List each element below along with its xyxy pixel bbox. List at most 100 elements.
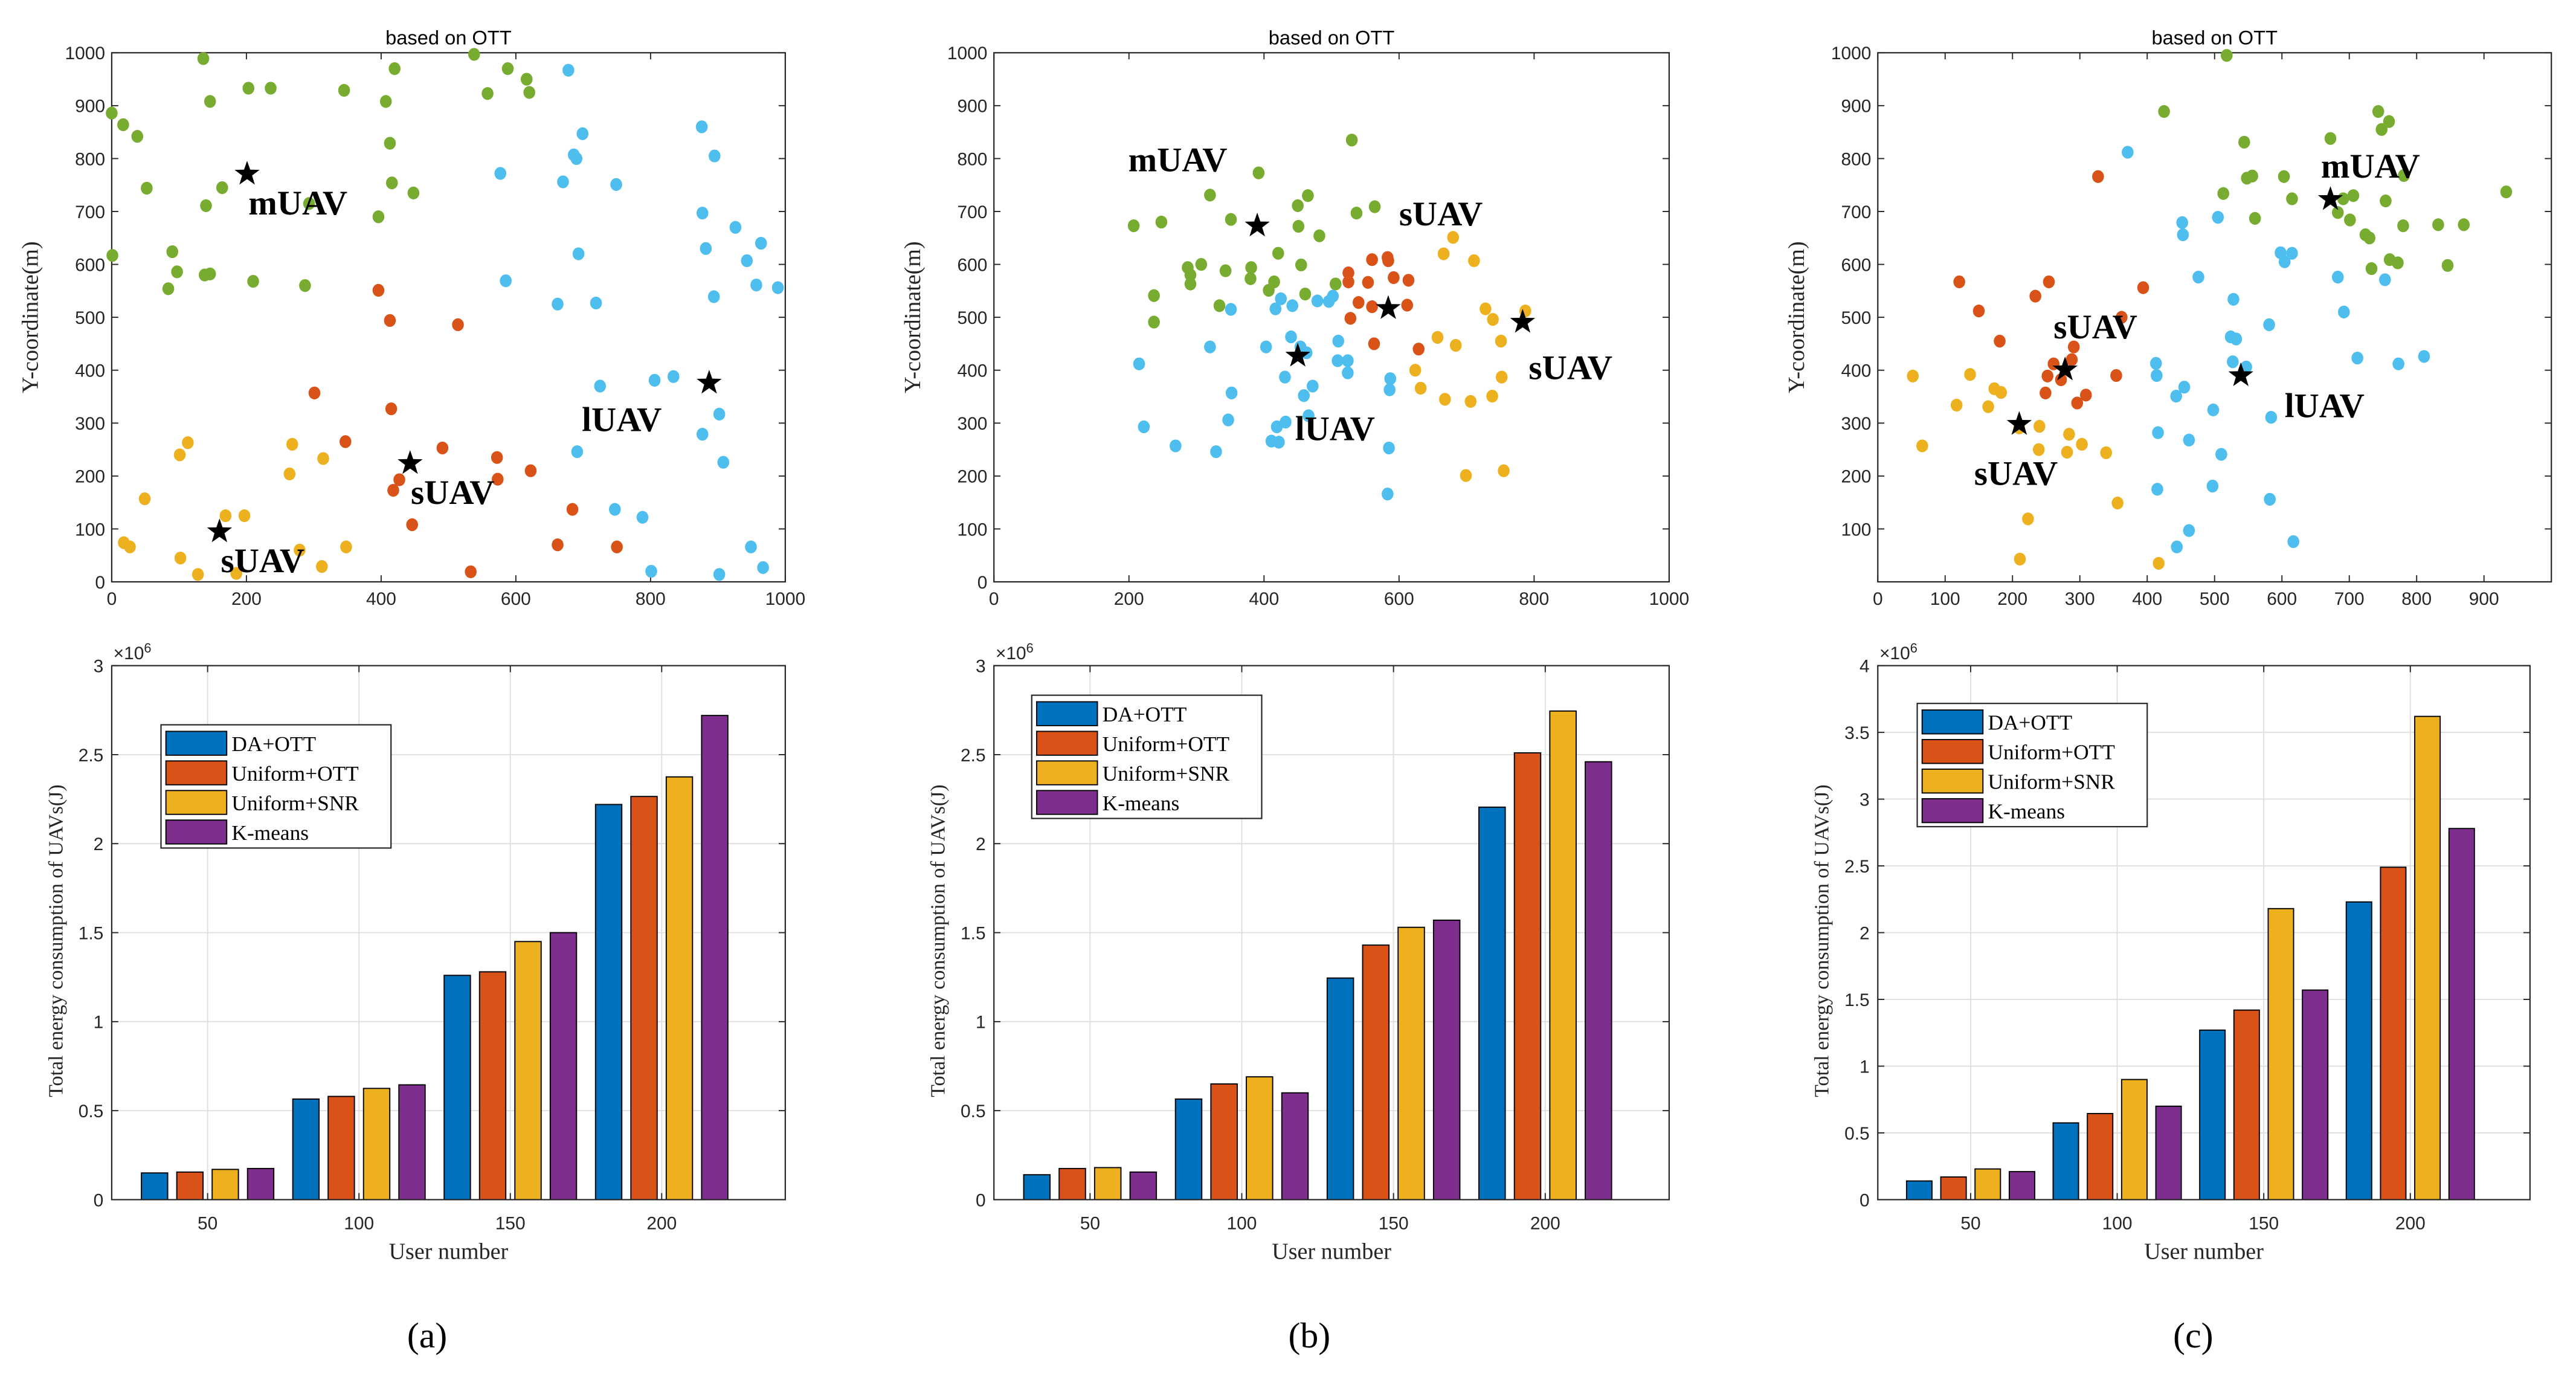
- y-tick-label: 2.5: [1844, 857, 1870, 877]
- uav-label: sUAV: [221, 542, 305, 580]
- scatter-plot-c: based on OTT Y-coordinate(m) 0 100 200 300 400…: [1784, 27, 2552, 609]
- user-point: [1439, 393, 1451, 406]
- user-point: [2040, 386, 2052, 399]
- user-point: [387, 483, 399, 497]
- y-tick-label: 600: [957, 255, 987, 275]
- user-point: [1447, 231, 1460, 244]
- user-point: [1350, 207, 1363, 220]
- user-point: [299, 279, 311, 292]
- x-tick-label: 100: [2102, 1213, 2133, 1233]
- user-point: [1285, 330, 1297, 344]
- user-point: [2151, 369, 2163, 382]
- y-tick-label: 1.5: [1844, 990, 1870, 1010]
- user-point: [481, 87, 494, 100]
- bar-k-means: [1129, 1171, 1158, 1201]
- y-tick-label: 0: [977, 573, 988, 593]
- caption-a: (a): [407, 1315, 447, 1355]
- y-tick-label: 1.5: [79, 923, 104, 943]
- uav-label: lUAV: [582, 401, 662, 439]
- y-tick-label: 0.5: [79, 1101, 104, 1121]
- y-tick-label: 2: [1860, 923, 1870, 943]
- plot-area: [111, 52, 786, 583]
- y-tick-label: 3: [1860, 790, 1870, 810]
- x-tick-label: 200: [1530, 1213, 1560, 1233]
- legend-swatch: [165, 819, 228, 845]
- legend-label: Uniform+OTT: [231, 761, 358, 785]
- x-tick-label: 1000: [765, 589, 806, 609]
- user-point: [745, 540, 757, 553]
- uav-label: sUAV: [1528, 349, 1612, 387]
- uav-star-marker: [2052, 356, 2078, 381]
- user-point: [2170, 390, 2182, 403]
- user-point: [2287, 535, 2299, 549]
- user-point: [1388, 271, 1400, 285]
- bar-uniform-ott: [176, 1171, 204, 1201]
- y-tick-label: 700: [75, 202, 105, 222]
- y-axis-label: Total energy consumption of UAVs(J): [927, 784, 950, 1097]
- bar-da-ott: [1174, 1098, 1203, 1201]
- user-point: [452, 318, 464, 332]
- user-point: [729, 221, 742, 234]
- user-point: [2061, 445, 2073, 459]
- legend-swatch: [1921, 739, 1984, 764]
- user-point: [1210, 445, 1222, 459]
- user-point: [1468, 254, 1480, 268]
- user-point: [2137, 281, 2149, 294]
- bar-da-ott: [594, 804, 623, 1201]
- y-tick-label: 800: [75, 149, 105, 169]
- user-point: [1184, 268, 1197, 282]
- user-point: [611, 540, 623, 553]
- user-point: [1995, 385, 2008, 399]
- user-point: [1486, 390, 1498, 403]
- y-tick-label: 0: [95, 573, 105, 593]
- x-tick-label: 100: [1227, 1213, 1257, 1233]
- user-point: [709, 149, 721, 163]
- legend-swatch: [1035, 790, 1098, 815]
- user-point: [1498, 464, 1510, 477]
- user-point: [2176, 216, 2189, 230]
- uav-star-marker: [1285, 343, 1310, 367]
- user-point: [340, 435, 352, 448]
- user-point: [1311, 294, 1324, 308]
- user-point: [2227, 355, 2239, 369]
- user-point: [317, 452, 329, 465]
- x-tick-label: 1000: [1649, 589, 1690, 609]
- user-point: [667, 370, 680, 383]
- user-point: [2372, 105, 2384, 118]
- bar-da-ott: [2052, 1122, 2079, 1201]
- user-point: [1487, 313, 1499, 326]
- user-point: [247, 274, 259, 288]
- caption-c: (c): [2173, 1315, 2213, 1355]
- y-exponent-label: ×106: [1879, 640, 1918, 663]
- y-tick-label: 1: [94, 1013, 104, 1033]
- y-tick-label: 400: [1841, 361, 1871, 381]
- user-point: [1953, 275, 1965, 289]
- user-point: [523, 86, 535, 99]
- user-point: [162, 282, 175, 295]
- user-point: [1401, 298, 1414, 312]
- user-point: [1332, 334, 1345, 348]
- x-tick-label: 200: [2395, 1213, 2426, 1233]
- user-point: [2014, 552, 2026, 566]
- legend: DA+OTT Uniform+OTT Uniform+SNR K-means: [160, 724, 392, 849]
- x-tick-label: 150: [495, 1213, 526, 1233]
- user-point: [1950, 398, 1963, 412]
- user-point: [562, 63, 575, 77]
- user-point: [2043, 275, 2055, 289]
- user-point: [2331, 206, 2344, 219]
- x-tick-label: 0: [989, 589, 999, 609]
- user-point: [2063, 428, 2075, 441]
- x-tick-label: 200: [1997, 589, 2027, 609]
- user-point: [2363, 231, 2375, 245]
- axes-box: [993, 665, 1670, 1201]
- bar-uniform-snr: [1974, 1168, 2001, 1201]
- x-tick-label: 100: [1930, 589, 1960, 609]
- bar-k-means: [1585, 761, 1612, 1201]
- user-point: [2029, 289, 2041, 303]
- y-tick-label: 100: [957, 520, 987, 540]
- user-point: [1219, 264, 1232, 277]
- user-point: [2227, 292, 2240, 306]
- bar-uniform-ott: [1940, 1176, 1967, 1201]
- user-point: [750, 279, 762, 292]
